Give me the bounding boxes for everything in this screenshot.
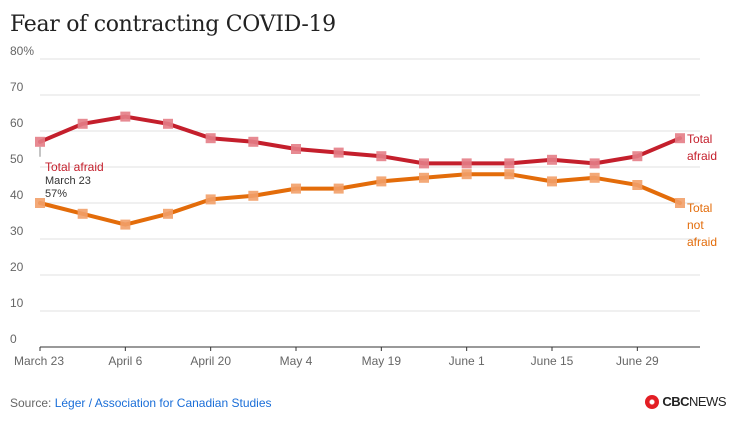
y-axis-ticks: 0 10 20 30 40 50 60 70 80%: [10, 44, 34, 346]
data-point: [419, 172, 429, 183]
data-point: [504, 158, 515, 169]
grid-layer: [40, 58, 700, 348]
x-tick-label: March 23: [14, 354, 64, 368]
y-tick-label: 20: [10, 260, 24, 274]
data-point: [205, 194, 216, 205]
chart-title: Fear of contracting COVID-19: [10, 12, 336, 37]
y-tick-label: 70: [10, 80, 24, 94]
data-point: [248, 190, 259, 201]
data-point: [205, 133, 216, 144]
data-point: [163, 118, 173, 129]
series-line-total-not-afraid: [38, 172, 682, 227]
brand-news: NEWS: [689, 394, 727, 409]
series-end-label: not: [687, 218, 704, 232]
x-tick-label: June 15: [531, 354, 574, 368]
data-point: [419, 158, 429, 169]
data-point: [504, 169, 515, 180]
data-point: [632, 151, 643, 162]
annotation-title: Total afraid: [45, 160, 104, 174]
x-tick-label: April 20: [190, 354, 231, 368]
annotation-value: 57%: [45, 188, 67, 200]
y-tick-label: 50: [10, 152, 24, 166]
data-point: [461, 158, 472, 169]
y-tick-label: 0: [10, 332, 17, 346]
data-point: [77, 118, 88, 129]
data-point: [589, 158, 600, 169]
data-point: [461, 169, 472, 180]
data-point: [675, 198, 685, 208]
data-point: [248, 136, 259, 147]
data-point: [35, 198, 45, 208]
data-point: [35, 136, 45, 147]
y-tick-label: 10: [10, 296, 24, 310]
data-point: [163, 208, 173, 219]
y-tick-label: 30: [10, 224, 24, 238]
data-point: [77, 208, 88, 219]
source-prefix: Source:: [10, 396, 55, 410]
brand-cbc: CBC: [662, 394, 689, 409]
series-end-label: afraid: [687, 149, 717, 163]
y-tick-label: 80%: [10, 44, 34, 58]
data-point: [632, 180, 643, 190]
data-point: [120, 219, 131, 230]
data-point: [120, 111, 131, 122]
data-point: [376, 151, 387, 162]
data-point: [589, 172, 600, 183]
series-end-label: Total: [687, 132, 712, 146]
cbc-news-logo: CBC NEWS: [645, 394, 727, 409]
x-tick-label: April 6: [108, 354, 142, 368]
data-point: [333, 147, 344, 158]
source-link[interactable]: Léger / Association for Canadian Studies: [54, 396, 272, 410]
data-point: [547, 154, 557, 165]
data-point: [291, 144, 301, 154]
series-end-label: afraid: [687, 235, 717, 249]
cbc-gem-icon: [645, 394, 660, 409]
data-point: [547, 176, 557, 187]
data-point: [376, 176, 387, 187]
y-tick-label: 40: [10, 188, 24, 202]
annotation-date: March 23: [45, 175, 91, 187]
data-point: [675, 133, 685, 144]
x-tick-label: May 19: [362, 354, 402, 368]
source-note: Source: Léger / Association for Canadian…: [10, 396, 272, 410]
y-tick-label: 60: [10, 116, 24, 130]
x-axis-ticks: March 23 April 6 April 20 May 4 May 19 June 1…: [14, 347, 659, 368]
x-tick-label: June 1: [449, 354, 485, 368]
x-tick-label: June 29: [616, 354, 659, 368]
series-end-label: Total: [687, 201, 712, 215]
x-tick-label: May 4: [280, 354, 313, 368]
data-point: [333, 183, 344, 194]
series-line-total-afraid: [38, 114, 682, 166]
data-point: [291, 183, 301, 194]
series-layer: Total afraid Total not afraid: [35, 111, 717, 249]
